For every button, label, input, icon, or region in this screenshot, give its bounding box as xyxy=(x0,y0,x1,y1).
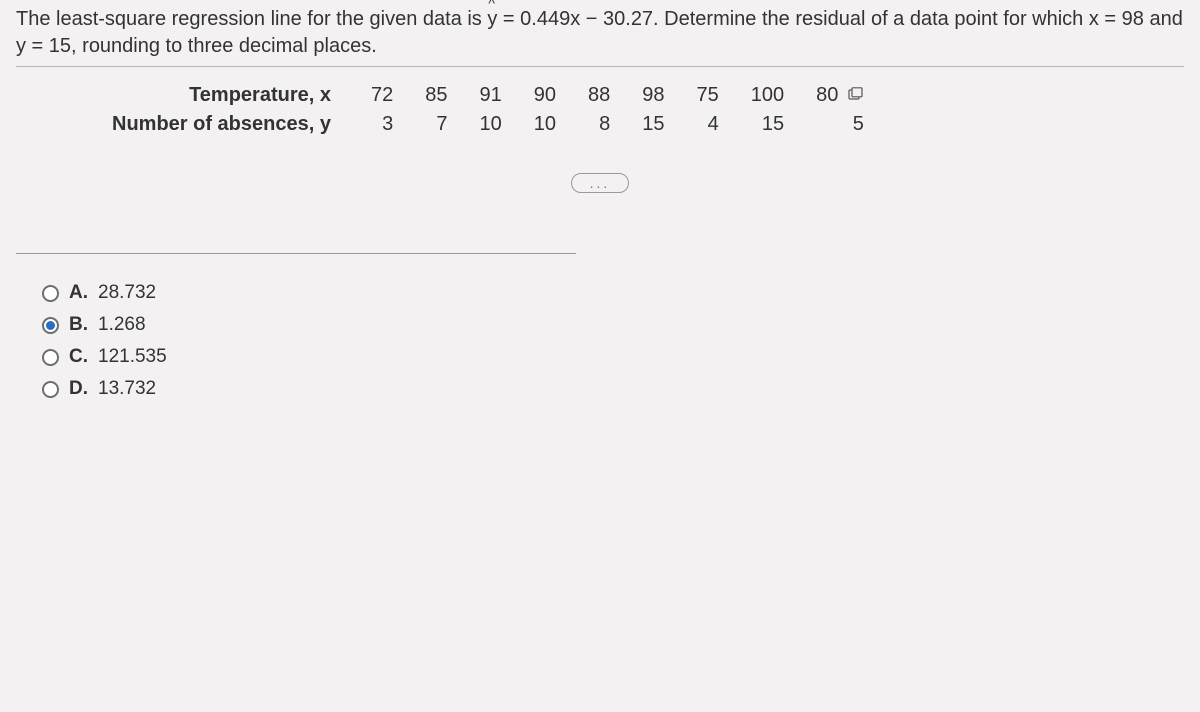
cell-value: 80 xyxy=(816,84,838,106)
cell: 100 xyxy=(735,81,800,110)
radio-d[interactable] xyxy=(42,381,59,398)
question-text: The least-square regression line for the… xyxy=(16,6,1184,60)
cell: 4 xyxy=(680,110,734,139)
divider-area: ... xyxy=(16,173,1184,193)
answer-choices: A. 28.732 B. 1.268 C. 121.535 D. 13.732 xyxy=(42,282,1184,400)
cell: 75 xyxy=(680,81,734,110)
choice-letter: C. xyxy=(69,346,88,368)
radio-a[interactable] xyxy=(42,285,59,302)
cell: 3 xyxy=(355,110,409,139)
choice-text: 121.535 xyxy=(98,346,167,368)
choice-b[interactable]: B. 1.268 xyxy=(42,314,1184,336)
row2-label: Number of absences, y xyxy=(96,110,355,139)
cell: 88 xyxy=(572,81,626,110)
copy-icon[interactable] xyxy=(848,84,864,107)
cell: 15 xyxy=(626,110,680,139)
row1-label: Temperature, x xyxy=(96,81,355,110)
choice-d[interactable]: D. 13.732 xyxy=(42,378,1184,400)
choice-text: 13.732 xyxy=(98,378,156,400)
cell: 91 xyxy=(463,81,517,110)
question-part1: The least-square regression line for the… xyxy=(16,8,487,30)
choice-text: 1.268 xyxy=(98,314,146,336)
mid-rule xyxy=(16,253,576,254)
cell: 8 xyxy=(572,110,626,139)
choice-letter: D. xyxy=(69,378,88,400)
cell: 15 xyxy=(735,110,800,139)
cell: 7 xyxy=(409,110,463,139)
top-rule xyxy=(16,66,1184,67)
choice-a[interactable]: A. 28.732 xyxy=(42,282,1184,304)
table-row: Temperature, x 72 85 91 90 88 98 75 100 … xyxy=(96,81,880,110)
cell: 5 xyxy=(800,110,880,139)
expand-pill[interactable]: ... xyxy=(571,173,630,193)
question-page: The least-square regression line for the… xyxy=(0,0,1200,426)
choice-letter: A. xyxy=(69,282,88,304)
choice-letter: B. xyxy=(69,314,88,336)
choice-text: 28.732 xyxy=(98,282,156,304)
radio-c[interactable] xyxy=(42,349,59,366)
choice-c[interactable]: C. 121.535 xyxy=(42,346,1184,368)
cell: 10 xyxy=(518,110,572,139)
y-hat: y xyxy=(487,6,497,33)
cell: 90 xyxy=(518,81,572,110)
cell: 85 xyxy=(409,81,463,110)
data-table: Temperature, x 72 85 91 90 88 98 75 100 … xyxy=(96,81,880,139)
cell: 80 xyxy=(800,81,880,110)
cell: 98 xyxy=(626,81,680,110)
table-row: Number of absences, y 3 7 10 10 8 15 4 1… xyxy=(96,110,880,139)
cell: 10 xyxy=(463,110,517,139)
radio-b[interactable] xyxy=(42,317,59,334)
cell: 72 xyxy=(355,81,409,110)
